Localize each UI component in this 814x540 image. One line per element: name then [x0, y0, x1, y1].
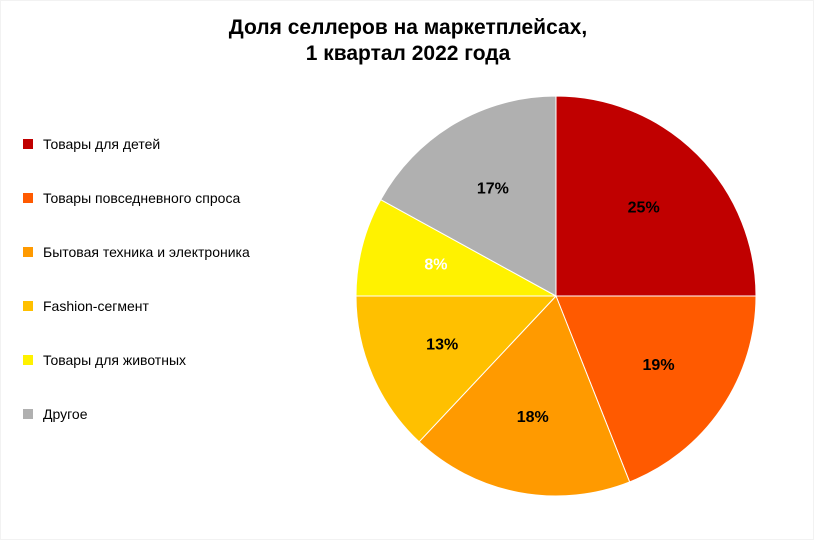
pie-slice	[556, 96, 756, 296]
legend-swatch	[23, 139, 33, 149]
slice-label: 17%	[477, 180, 509, 197]
legend-swatch	[23, 355, 33, 365]
legend-swatch	[23, 193, 33, 203]
legend-swatch	[23, 409, 33, 419]
pie-chart: 25% 19% 18% 13% 8% 17%	[341, 81, 771, 511]
legend-label: Fashion-сегмент	[43, 298, 149, 314]
chart-title: Доля селлеров на маркетплейсах, 1 кварта…	[1, 15, 814, 68]
slice-label: 18%	[517, 409, 549, 426]
legend-label: Товары для детей	[43, 136, 160, 152]
legend-item: Fashion-сегмент	[23, 298, 283, 314]
slice-label: 19%	[643, 357, 675, 374]
legend-swatch	[23, 247, 33, 257]
legend-label: Бытовая техника и электроника	[43, 244, 250, 260]
chart-frame: Доля селлеров на маркетплейсах, 1 кварта…	[0, 0, 814, 540]
title-line-2: 1 квартал 2022 года	[306, 42, 511, 65]
slice-label: 25%	[628, 200, 660, 217]
legend-item: Бытовая техника и электроника	[23, 244, 283, 260]
legend-label: Товары повседневного спроса	[43, 190, 240, 206]
slice-label: 13%	[426, 336, 458, 353]
legend-label: Другое	[43, 406, 87, 422]
slice-label: 8%	[424, 256, 447, 273]
legend: Товары для детей Товары повседневного спр…	[23, 136, 283, 460]
legend-item: Товары для животных	[23, 352, 283, 368]
title-line-1: Доля селлеров на маркетплейсах,	[229, 16, 587, 39]
legend-swatch	[23, 301, 33, 311]
legend-label: Товары для животных	[43, 352, 186, 368]
legend-item: Товары для детей	[23, 136, 283, 152]
legend-item: Товары повседневного спроса	[23, 190, 283, 206]
legend-item: Другое	[23, 406, 283, 422]
